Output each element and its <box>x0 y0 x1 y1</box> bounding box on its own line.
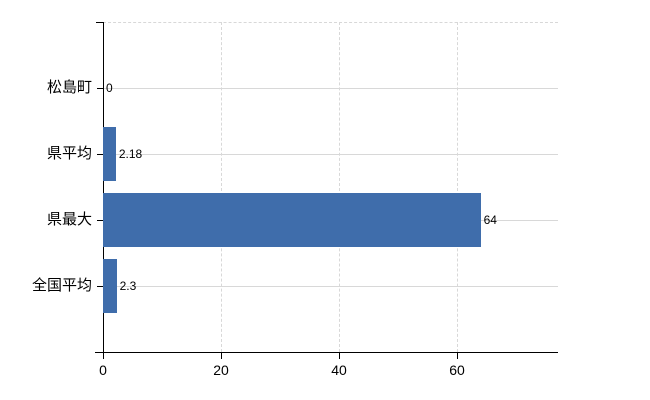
category-label: 県平均 <box>46 145 92 162</box>
plot-top-border <box>103 22 558 23</box>
y-axis-tick <box>97 286 103 287</box>
category-label: 全国平均 <box>31 277 92 294</box>
horizontal-gridline <box>103 87 558 89</box>
category-label: 松島町 <box>46 79 92 96</box>
x-axis-tick <box>457 353 458 359</box>
vertical-gridline <box>457 22 458 352</box>
x-tick-label: 20 <box>213 362 229 378</box>
x-axis-tick <box>103 353 104 359</box>
y-axis-tick <box>97 220 103 221</box>
x-tick-label: 40 <box>331 362 347 378</box>
value-label: 64 <box>483 213 497 227</box>
vertical-gridline <box>339 22 340 352</box>
horizontal-gridline <box>103 285 558 287</box>
x-tick-label: 60 <box>449 362 465 378</box>
bar <box>103 193 481 247</box>
plot-area <box>103 22 558 352</box>
vertical-gridline <box>221 22 222 352</box>
bar <box>103 259 117 313</box>
category-label: 県最大 <box>46 211 92 228</box>
value-label: 0 <box>106 81 113 95</box>
value-label: 2.18 <box>118 147 143 161</box>
bar <box>103 127 116 181</box>
x-tick-label: 0 <box>99 362 107 378</box>
y-axis-line <box>103 22 104 352</box>
y-axis-tick <box>97 154 103 155</box>
x-axis-tick <box>339 353 340 359</box>
y-axis-tick <box>97 88 103 89</box>
y-axis-top-tick <box>96 22 103 23</box>
x-axis-tick <box>221 353 222 359</box>
horizontal-gridline <box>103 153 558 155</box>
x-axis-line <box>95 352 558 353</box>
value-label: 2.3 <box>119 279 137 293</box>
